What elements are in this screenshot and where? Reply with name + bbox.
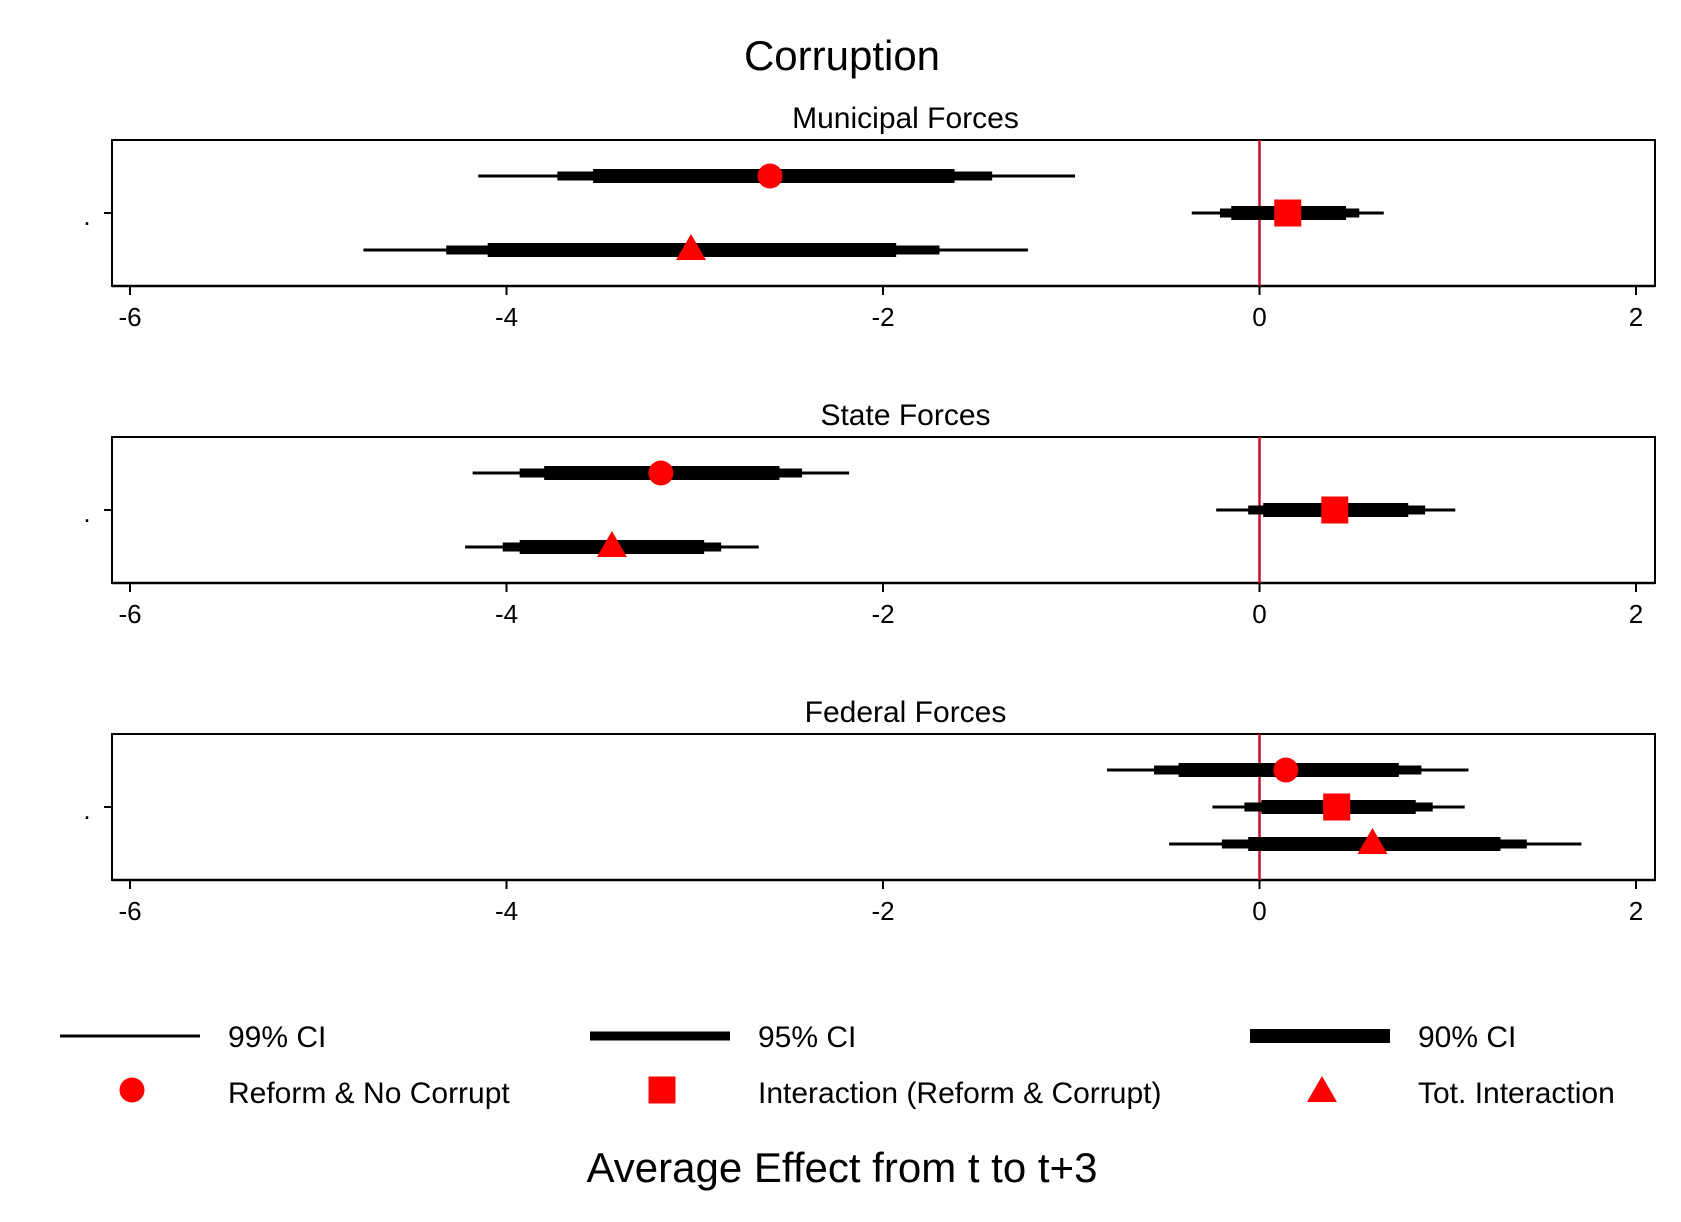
legend-label: 99% CI: [228, 1021, 326, 1054]
point-estimate-circle: [648, 460, 674, 486]
x-tick-label: -4: [495, 896, 518, 926]
x-tick-label: 2: [1629, 896, 1643, 926]
x-tick-label: -6: [118, 599, 141, 629]
x-tick-label: -2: [871, 302, 894, 332]
y-tick-label: .: [83, 498, 90, 528]
panel-1: State Forces. -6 -4 -2 0 2: [83, 399, 1656, 629]
x-tick-label: -2: [871, 599, 894, 629]
point-estimate-triangle: [596, 531, 627, 557]
panel-0: Municipal Forces. -6 -4 -2 0 2: [83, 102, 1656, 332]
point-estimate-triangle: [675, 234, 706, 260]
x-axis-title: Average Effect from t to t+3: [587, 1144, 1098, 1191]
x-tick-label: -4: [495, 302, 518, 332]
panel-title: Federal Forces: [805, 696, 1007, 729]
x-tick-label: -6: [118, 896, 141, 926]
chart-title: Corruption: [744, 32, 940, 79]
x-tick-label: 0: [1252, 302, 1266, 332]
x-tick-label: 2: [1629, 599, 1643, 629]
panel-title: State Forces: [820, 399, 990, 432]
y-tick-label: .: [83, 795, 90, 825]
x-tick-label: -6: [118, 302, 141, 332]
panel-2: Federal Forces. -6 -4 -2 0 2: [83, 696, 1656, 926]
panel-title: Municipal Forces: [792, 102, 1019, 135]
x-tick-label: 0: [1252, 599, 1266, 629]
legend-marker-circle: [119, 1077, 145, 1103]
point-estimate-triangle: [1357, 828, 1388, 854]
point-estimate-square: [1274, 199, 1302, 227]
legend: 99% CI 95% CI 90% CI Reform & No Corrupt Int…: [60, 1021, 1615, 1110]
legend-label: Interaction (Reform & Corrupt): [758, 1077, 1161, 1110]
y-tick-label: .: [83, 201, 90, 231]
legend-marker-square: [648, 1076, 676, 1104]
x-tick-label: 2: [1629, 302, 1643, 332]
x-tick-label: -4: [495, 599, 518, 629]
legend-marker-triangle: [1307, 1076, 1337, 1102]
point-estimate-square: [1323, 793, 1351, 821]
x-tick-label: -2: [871, 896, 894, 926]
x-tick-label: 0: [1252, 896, 1266, 926]
legend-label: Tot. Interaction: [1418, 1077, 1615, 1110]
point-estimate-square: [1321, 496, 1349, 524]
legend-label: Reform & No Corrupt: [228, 1077, 510, 1110]
plot-frame: [111, 139, 1656, 287]
legend-label: 90% CI: [1418, 1021, 1516, 1054]
panels: Municipal Forces. -6 -4 -2 0 2 State Forces. -6…: [83, 102, 1656, 926]
point-estimate-circle: [757, 163, 783, 189]
point-estimate-circle: [1273, 757, 1299, 783]
legend-label: 95% CI: [758, 1021, 856, 1054]
